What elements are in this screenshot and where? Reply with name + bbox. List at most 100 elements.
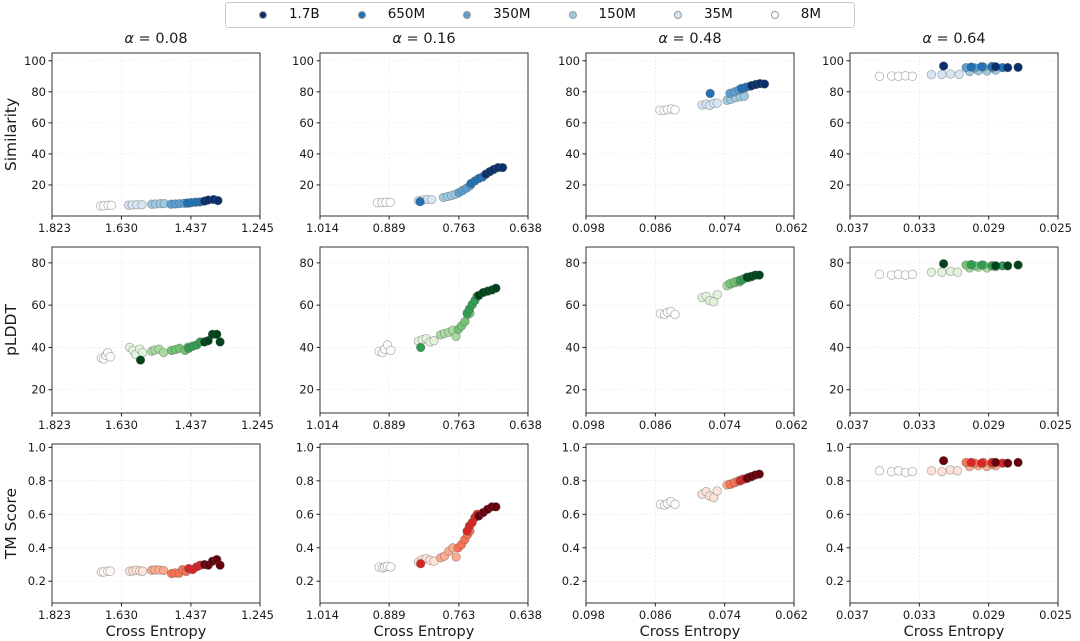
y-tick-label: 60 [31,116,46,130]
y-tick-label: 40 [829,340,844,354]
legend-label: 650M [387,6,426,22]
data-point-650M [966,457,976,468]
y-tick-label: 40 [31,147,46,161]
x-tick-label: 0.074 [708,608,741,622]
subplot-tm-score-a0.08: 1.823 1.630 1.437 1.245 0.2 0.4 0.6 0.8 1.0 Cross… [2,440,274,640]
y-tick-label: 20 [299,383,314,397]
y-tick-label: 20 [829,383,844,397]
data-point-1.7B [1013,457,1023,468]
legend-item-650M[interactable]: 650M [339,6,444,24]
legend-marker-icon [770,10,779,19]
x-tick-label: 0.029 [972,608,1005,622]
legend-marker-icon [673,10,682,19]
data-point-8M [106,200,117,210]
legend-marker-icon [258,10,267,19]
y-tick-label: 1.0 [826,440,844,454]
x-tick-label: 0.889 [373,221,406,235]
x-tick-label: 1.245 [241,608,274,622]
x-tick-label: 0.062 [775,221,808,235]
data-point-8M [670,105,680,115]
subplot-tm-score-a0.64: 0.037 0.033 0.029 0.025 0.2 0.4 0.6 0.8 1.0 Cross… [826,440,1072,640]
y-tick-label: 0.8 [562,474,580,488]
x-tick-label: 0.098 [572,608,605,622]
data-point-1.7B [938,61,949,71]
legend-item-1.7B[interactable]: 1.7B [240,6,339,24]
data-point-1.7B [1003,62,1013,73]
legend-label: 8M [800,6,822,22]
data-point-1.7B [938,259,949,269]
y-tick-label: 20 [565,383,580,397]
x-tick-label: 0.098 [572,418,605,432]
y-tick-label: 40 [829,147,844,161]
legend-item-150M[interactable]: 150M [550,6,655,24]
subplot-tm-score-a0.48: 0.098 0.086 0.074 0.062 0.2 0.4 0.6 0.8 1.0 Cross… [562,440,808,640]
data-point-1.7B [938,456,949,466]
data-point-1.7B [213,195,223,206]
legend-item-35M[interactable]: 35M [655,6,752,24]
data-point-1.7B [759,79,770,89]
y-tick-label: 0.4 [562,541,580,555]
x-tick-label: 1.630 [105,418,138,432]
x-tick-label: 1.630 [105,608,138,622]
data-point-1.7B [990,457,1001,468]
x-tick-label: 0.029 [972,221,1005,235]
y-tick-label: 0.4 [28,541,46,555]
data-point-1.7B [1013,260,1023,270]
x-tick-label: 0.037 [836,418,869,432]
y-tick-label: 40 [299,340,314,354]
data-point-35M [926,267,937,277]
y-tick-label: 0.2 [28,574,46,588]
subplot-plddt-a0.16: 1.014 0.889 0.763 0.638 20 40 60 80 [299,246,542,432]
x-tick-label: 1.437 [174,221,207,235]
data-point-8M [874,269,885,279]
x-tick-label: 0.638 [509,608,542,622]
y-tick-label: 80 [829,256,844,270]
y-tick-label: 0.8 [28,474,46,488]
data-point-150M [451,552,461,562]
y-tick-label: 0.8 [296,474,314,488]
y-tick-label: 80 [31,85,46,99]
legend-marker-icon [463,10,472,19]
legend-item-350M[interactable]: 350M [444,6,549,24]
data-point-35M [429,336,439,346]
data-point-8M [386,562,396,572]
y-axis-label: TM Score [2,488,20,560]
data-point-1.7B [212,329,222,339]
y-tick-label: 1.0 [28,440,46,454]
data-point-1.7B [1013,62,1023,72]
x-tick-label: 1.245 [241,221,274,235]
x-tick-label: 1.014 [306,221,339,235]
data-point-1.7B [754,469,764,479]
subplot-plddt-a0.64: 0.037 0.033 0.029 0.025 20 40 60 80 [829,246,1072,432]
data-point-35M [937,267,947,277]
data-point-35M [427,194,437,205]
data-point-35M [138,347,148,358]
y-tick-label: 60 [829,116,844,130]
axis-border [319,443,529,604]
x-tick-label: 1.823 [38,418,71,432]
data-point-1.7B [215,560,225,570]
y-tick-label: 100 [292,54,314,68]
data-point-1.7B [491,502,501,512]
x-tick-label: 0.763 [442,221,475,235]
y-tick-label: 100 [24,54,46,68]
y-tick-label: 100 [558,54,580,68]
subplot-title: α = 0.64 [922,31,985,47]
y-tick-label: 80 [829,85,844,99]
x-tick-label: 0.889 [373,608,406,622]
data-point-8M [386,345,396,356]
y-tick-label: 80 [31,256,46,270]
data-point-8M [907,466,918,477]
data-point-650M [705,88,715,99]
data-point-35M [952,267,963,277]
data-point-35M [926,466,937,476]
x-tick-label: 1.437 [174,608,207,622]
legend-item-8M[interactable]: 8M [752,6,840,24]
subplot-title: α = 0.16 [392,31,455,47]
subplot-similarity-a0.64: 0.037 0.033 0.029 0.025 20 40 60 80 100 α = 0.64 [822,31,1072,235]
x-tick-label: 1.823 [38,221,71,235]
data-point-35M [945,69,956,79]
legend-label: 350M [493,6,531,22]
